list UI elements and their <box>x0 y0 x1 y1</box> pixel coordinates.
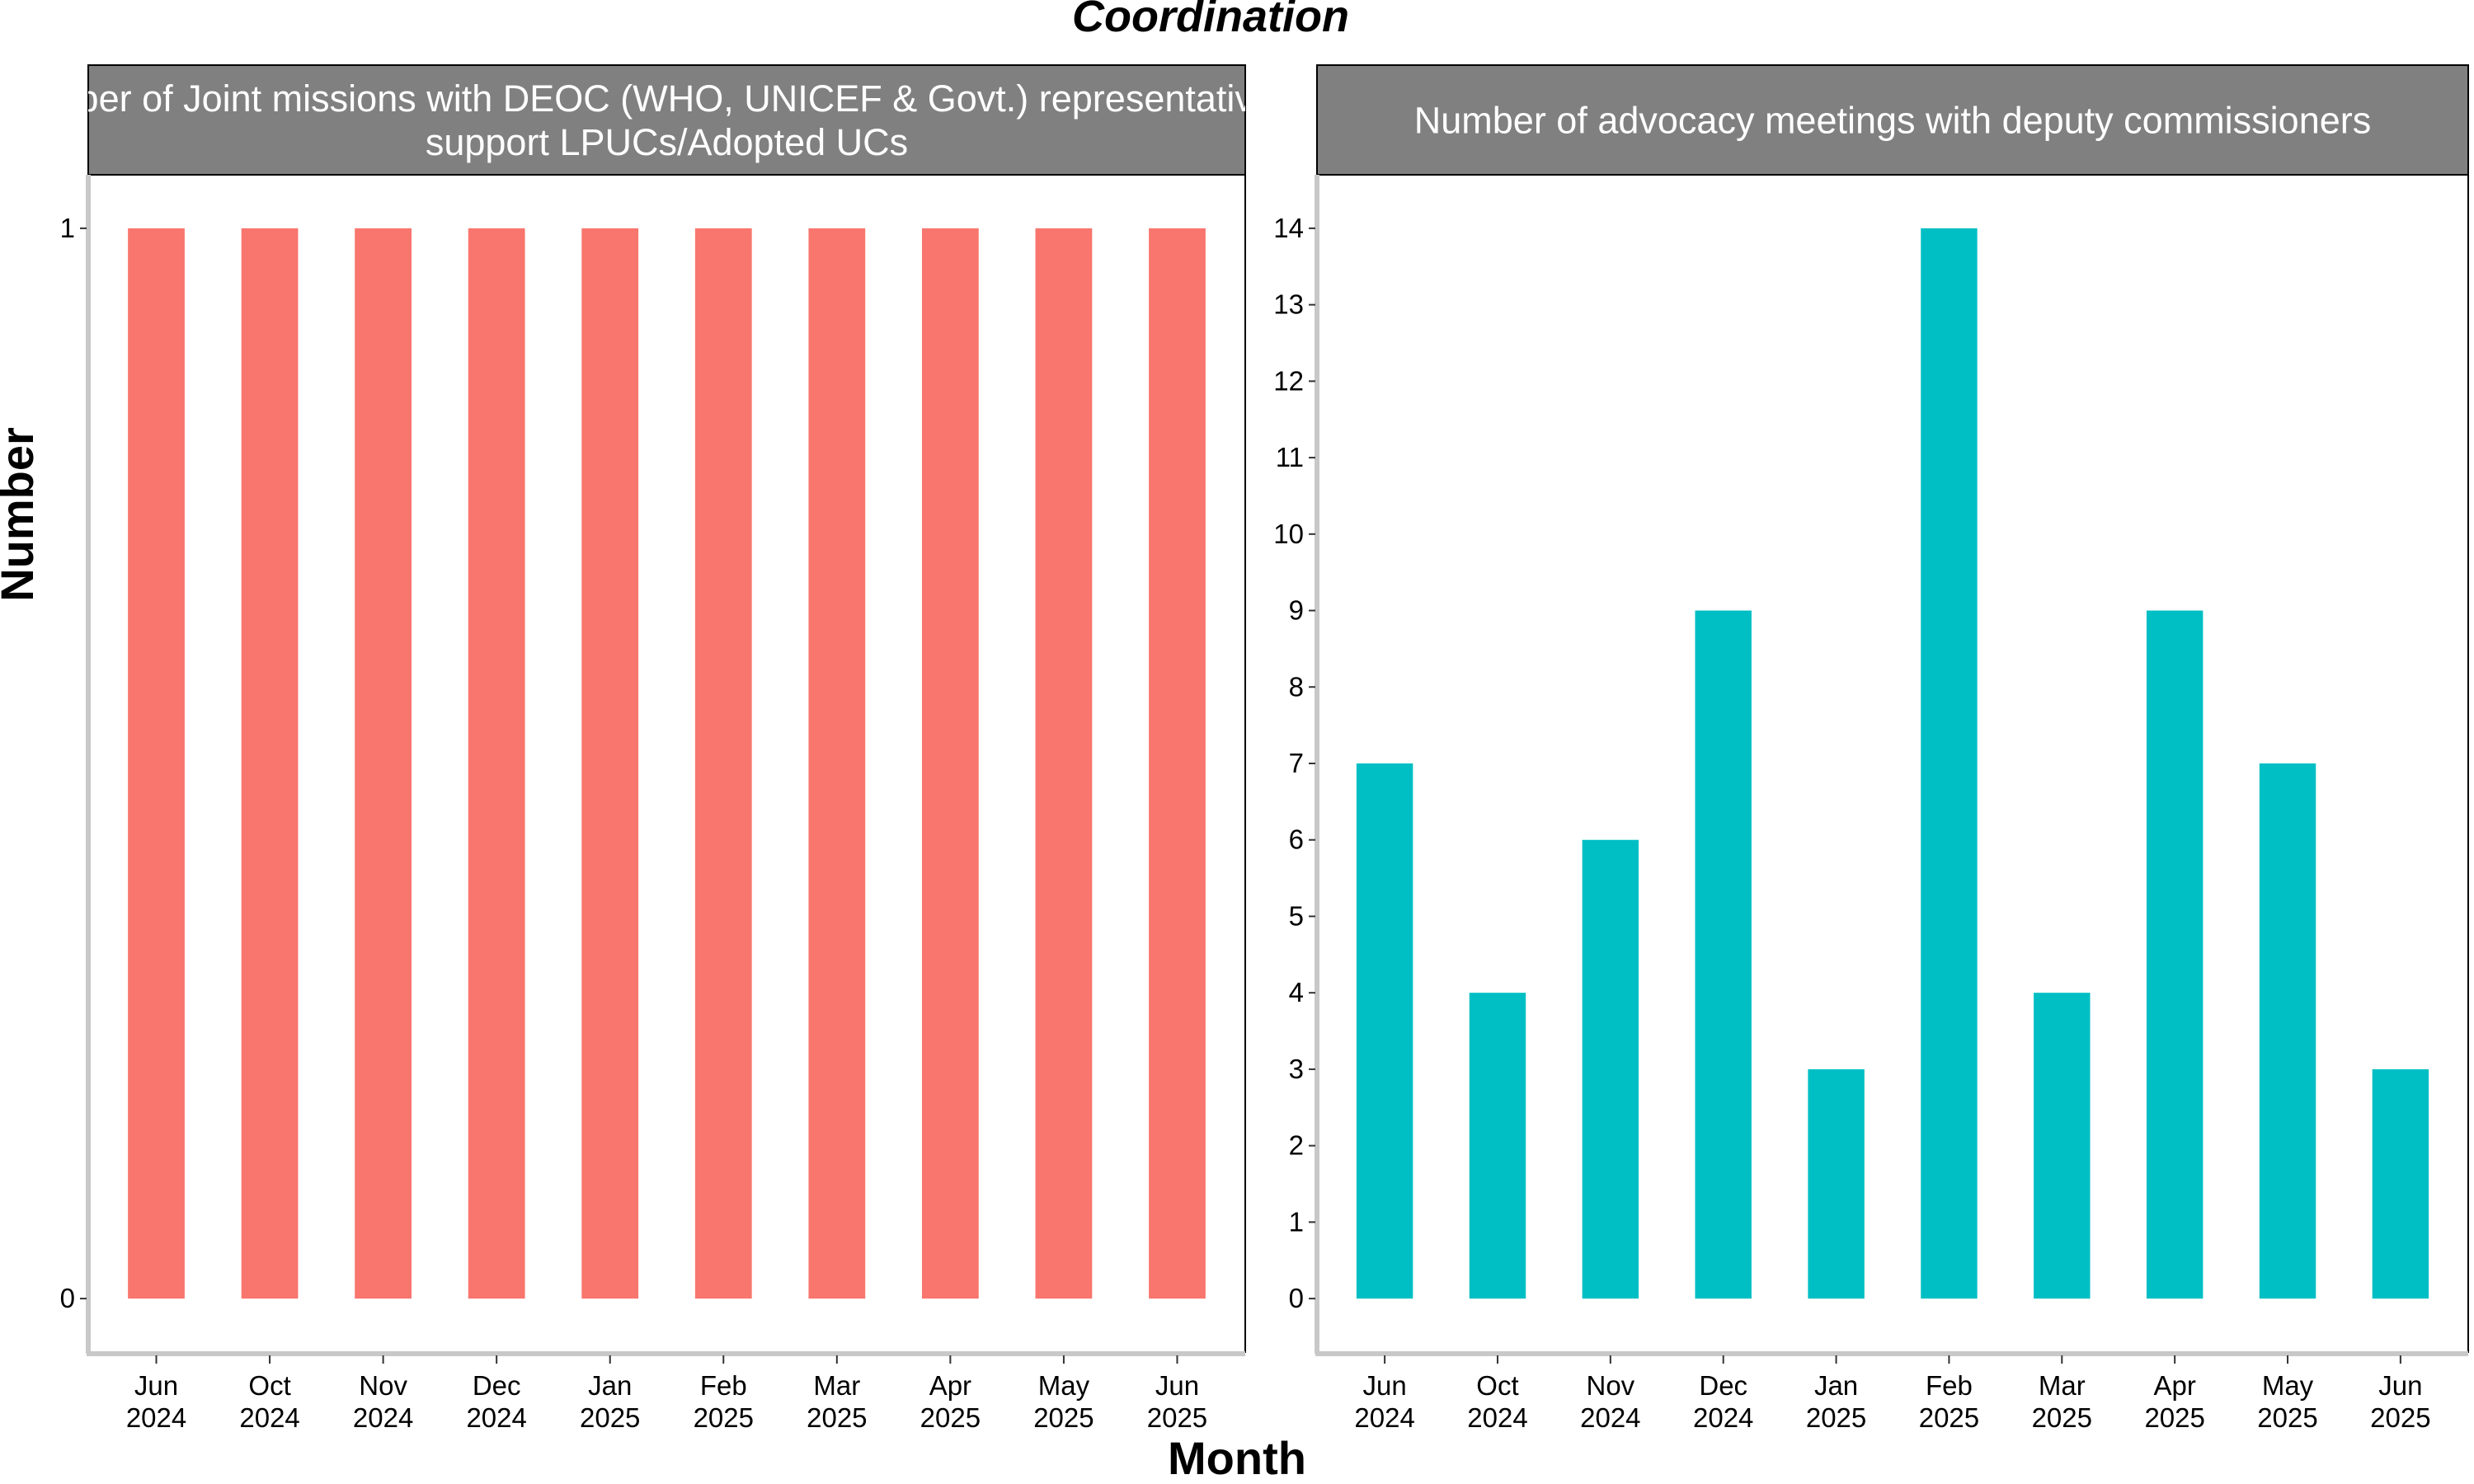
x-tick-label-year: 2025 <box>920 1402 981 1433</box>
panel-strip <box>87 64 1246 176</box>
y-tick-label: 12 <box>1273 365 1304 396</box>
bar <box>921 228 979 1299</box>
x-tick-label-year: 2025 <box>1147 1402 1207 1433</box>
bar <box>1035 228 1093 1299</box>
bar <box>1695 610 1752 1299</box>
x-tick-label-year: 2025 <box>2257 1402 2317 1433</box>
y-tick-label: 3 <box>1289 1054 1304 1084</box>
x-tick-label-month: May <box>1038 1370 1090 1401</box>
x-tick-label-month: Nov <box>359 1370 407 1401</box>
x-tick-label-month: Jan <box>588 1370 632 1401</box>
y-tick-label: 6 <box>1289 824 1304 855</box>
x-tick-label-month: Apr <box>929 1370 971 1401</box>
panel-2: Number of advocacy meetings with deputy … <box>1273 64 2469 1433</box>
bar <box>468 228 525 1299</box>
x-tick-label-month: Nov <box>1586 1370 1634 1401</box>
bar <box>2146 610 2204 1299</box>
y-tick-label: 0 <box>1289 1283 1304 1313</box>
x-tick-label-month: Mar <box>2039 1370 2086 1401</box>
y-tick-label: 14 <box>1273 213 1304 243</box>
bar <box>2034 993 2091 1299</box>
y-tick-label: 1 <box>1289 1206 1304 1237</box>
bar <box>1149 228 1206 1299</box>
bar <box>1356 763 1413 1299</box>
x-tick-label-year: 2025 <box>1919 1402 1979 1433</box>
x-tick-label-month: Dec <box>473 1370 521 1401</box>
panel-title-line: Number of advocacy meetings with deputy … <box>1414 100 2372 142</box>
x-tick-label-month: Jun <box>134 1370 178 1401</box>
bar <box>808 228 866 1299</box>
panel-title-line: support LPUCs/Adopted UCs <box>426 121 908 163</box>
bar <box>128 228 185 1299</box>
x-tick-label-month: Dec <box>1699 1370 1747 1401</box>
bar <box>1469 993 1526 1299</box>
y-tick-label: 5 <box>1289 900 1304 931</box>
y-tick-label: 2 <box>1289 1130 1304 1161</box>
x-tick-label-year: 2025 <box>2032 1402 2092 1433</box>
x-tick-label-month: Mar <box>813 1370 860 1401</box>
x-tick-label-year: 2025 <box>2144 1402 2204 1433</box>
x-tick-label-year: 2024 <box>239 1402 299 1433</box>
bar <box>694 228 752 1299</box>
y-tick-label: 8 <box>1289 671 1304 702</box>
x-tick-label-year: 2025 <box>580 1402 640 1433</box>
x-tick-label-year: 2025 <box>694 1402 754 1433</box>
x-tick-label-month: Feb <box>700 1370 747 1401</box>
bar <box>2372 1068 2429 1299</box>
bar <box>1808 1068 1865 1299</box>
x-tick-label-year: 2024 <box>1354 1402 1414 1433</box>
y-tick-label: 4 <box>1289 977 1304 1007</box>
y-tick-label: 11 <box>1276 442 1304 472</box>
bar <box>581 228 639 1299</box>
x-tick-label-month: Jun <box>2378 1370 2422 1401</box>
bar <box>355 228 412 1299</box>
x-axis-title: Month <box>1168 1432 1306 1484</box>
x-tick-label-year: 2025 <box>2370 1402 2430 1433</box>
y-axis-title: Number <box>0 427 43 602</box>
x-tick-label-month: Oct <box>248 1370 290 1401</box>
panel-title-line: Number of Joint missions with DEOC (WHO,… <box>0 77 1333 120</box>
x-tick-label-year: 2024 <box>1580 1402 1640 1433</box>
panel-1: Number of Joint missions with DEOC (WHO,… <box>0 64 1333 1433</box>
y-tick-label: 13 <box>1273 289 1304 320</box>
y-tick-label: 0 <box>60 1283 75 1313</box>
bar <box>241 228 299 1299</box>
x-tick-label-year: 2024 <box>1467 1402 1527 1433</box>
x-tick-label-year: 2024 <box>466 1402 526 1433</box>
x-tick-label-month: Jun <box>1363 1370 1407 1401</box>
x-tick-label-year: 2025 <box>1033 1402 1094 1433</box>
bar <box>1921 228 1978 1299</box>
x-tick-label-year: 2024 <box>353 1402 413 1433</box>
y-tick-label: 10 <box>1273 519 1304 549</box>
y-tick-label: 7 <box>1289 748 1304 778</box>
y-tick-label: 9 <box>1289 595 1304 626</box>
y-tick-label: 1 <box>60 213 75 243</box>
x-tick-label-month: Oct <box>1476 1370 1518 1401</box>
x-tick-label-year: 2024 <box>1693 1402 1753 1433</box>
x-tick-label-month: May <box>2262 1370 2314 1401</box>
x-tick-label-month: Apr <box>2153 1370 2195 1401</box>
bar <box>1582 839 1639 1299</box>
figure-title: Coordination <box>1072 0 1349 41</box>
panel-strip <box>1316 64 2469 176</box>
x-tick-label-year: 2024 <box>126 1402 186 1433</box>
x-tick-label-year: 2025 <box>807 1402 867 1433</box>
x-tick-label-year: 2025 <box>1806 1402 1866 1433</box>
x-tick-label-month: Jan <box>1814 1370 1858 1401</box>
panels: Number of Joint missions with DEOC (WHO,… <box>0 64 2469 1433</box>
x-tick-label-month: Feb <box>1926 1370 1973 1401</box>
bar <box>2259 763 2316 1299</box>
x-tick-label-month: Jun <box>1155 1370 1199 1401</box>
